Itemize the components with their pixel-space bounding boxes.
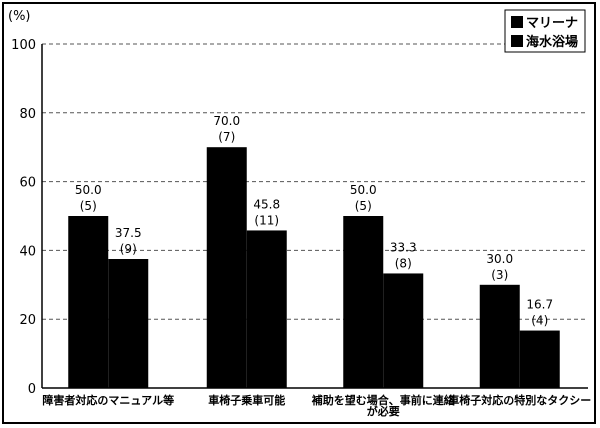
- data-label-count: (8): [395, 256, 412, 270]
- legend-swatch: [511, 35, 523, 47]
- data-label-value: 50.0: [350, 183, 377, 197]
- category-label: が必要: [367, 404, 400, 418]
- y-tick-label: 40: [19, 244, 36, 259]
- bar: [343, 216, 384, 388]
- data-label-value: 70.0: [213, 114, 240, 128]
- bar: [479, 284, 520, 388]
- y-tick-label: 60: [19, 176, 36, 191]
- y-tick-label: 80: [19, 107, 36, 122]
- bar: [206, 147, 247, 388]
- category-label: 障害者対応のマニュアル等: [42, 393, 174, 407]
- data-label-count: (7): [218, 130, 235, 144]
- legend-swatch: [511, 16, 523, 28]
- data-label-value: 45.8: [253, 197, 280, 211]
- data-label-value: 16.7: [526, 298, 553, 312]
- data-label-value: 37.5: [115, 226, 142, 240]
- data-label-count: (5): [80, 199, 97, 213]
- legend-label: 海水浴場: [526, 34, 578, 50]
- y-tick-label: 100: [11, 38, 36, 53]
- category-label: 車椅子乗車可能: [208, 393, 285, 407]
- data-label-count: (9): [120, 242, 137, 256]
- bar: [246, 230, 287, 388]
- y-tick-label: 0: [28, 382, 36, 397]
- y-tick-label: 20: [19, 313, 36, 328]
- bar: [68, 216, 109, 388]
- data-label-count: (5): [355, 199, 372, 213]
- bar: [519, 330, 560, 388]
- legend-label: マリーナ: [526, 16, 578, 31]
- category-label: 車椅子対応の特別なタクシー: [448, 393, 591, 407]
- data-label-count: (3): [491, 268, 508, 282]
- data-label-value: 33.3: [390, 240, 417, 254]
- bar: [383, 273, 424, 388]
- data-label-value: 30.0: [486, 252, 513, 266]
- data-label-value: 50.0: [75, 183, 102, 197]
- data-label-count: (4): [531, 314, 548, 328]
- bar: [108, 259, 149, 388]
- category-label: 補助を望む場合、事前に連絡: [311, 393, 456, 407]
- chart-frame: [2, 2, 596, 424]
- data-label-count: (11): [254, 213, 279, 227]
- y-unit-label: (%): [8, 9, 31, 24]
